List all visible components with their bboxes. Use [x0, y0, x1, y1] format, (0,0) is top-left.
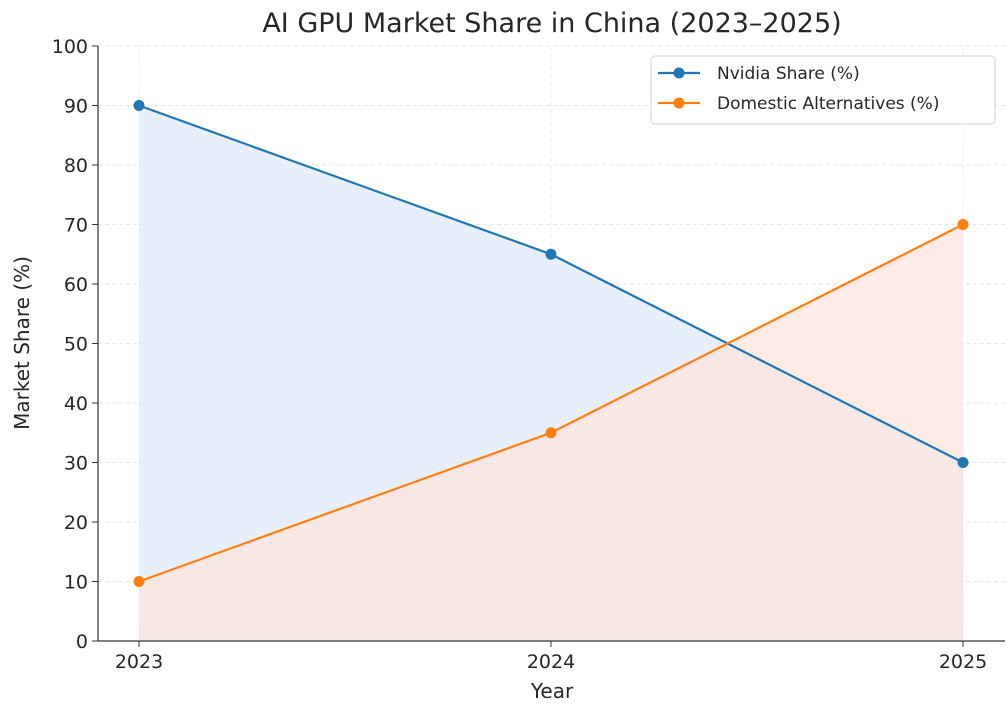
y-tick-label: 50 — [64, 334, 88, 356]
y-tick-label: 40 — [64, 393, 88, 415]
chart-title: AI GPU Market Share in China (2023–2025) — [262, 8, 841, 39]
data-point — [545, 427, 557, 439]
y-tick-label: 30 — [64, 453, 88, 475]
data-point — [133, 576, 145, 587]
legend: Nvidia Share (%) Domestic Alternatives (%… — [650, 55, 996, 125]
y-tick-label: 0 — [76, 631, 88, 653]
data-point — [133, 100, 145, 111]
axes: 0 10 20 30 40 50 60 70 80 90 100 2023 2024 2025 — [52, 36, 1005, 673]
legend-label-0: Nvidia Share (%) — [717, 64, 860, 84]
data-point — [957, 457, 969, 468]
legend-box — [650, 55, 996, 125]
y-tick-label: 80 — [64, 155, 88, 177]
y-axis-label: Market Share (%) — [10, 256, 34, 430]
series-lines — [133, 100, 969, 587]
x-tick-label: 2025 — [939, 651, 987, 673]
legend-label-1: Domestic Alternatives (%) — [717, 94, 939, 114]
y-tick-label: 90 — [64, 96, 88, 118]
y-tick-label: 100 — [52, 36, 88, 58]
y-tick-label: 10 — [64, 572, 88, 594]
x-tick-label: 2024 — [527, 651, 575, 673]
x-tick-label: 2023 — [115, 651, 163, 673]
y-tick-label: 60 — [64, 274, 88, 296]
y-tick-label: 20 — [64, 512, 88, 534]
data-point — [545, 248, 557, 260]
x-axis-label: Year — [530, 679, 574, 703]
data-point — [957, 219, 969, 230]
y-tick-label: 70 — [64, 215, 88, 237]
legend-marker-0 — [673, 67, 685, 79]
area-fills — [139, 105, 963, 641]
legend-marker-1 — [673, 97, 685, 109]
